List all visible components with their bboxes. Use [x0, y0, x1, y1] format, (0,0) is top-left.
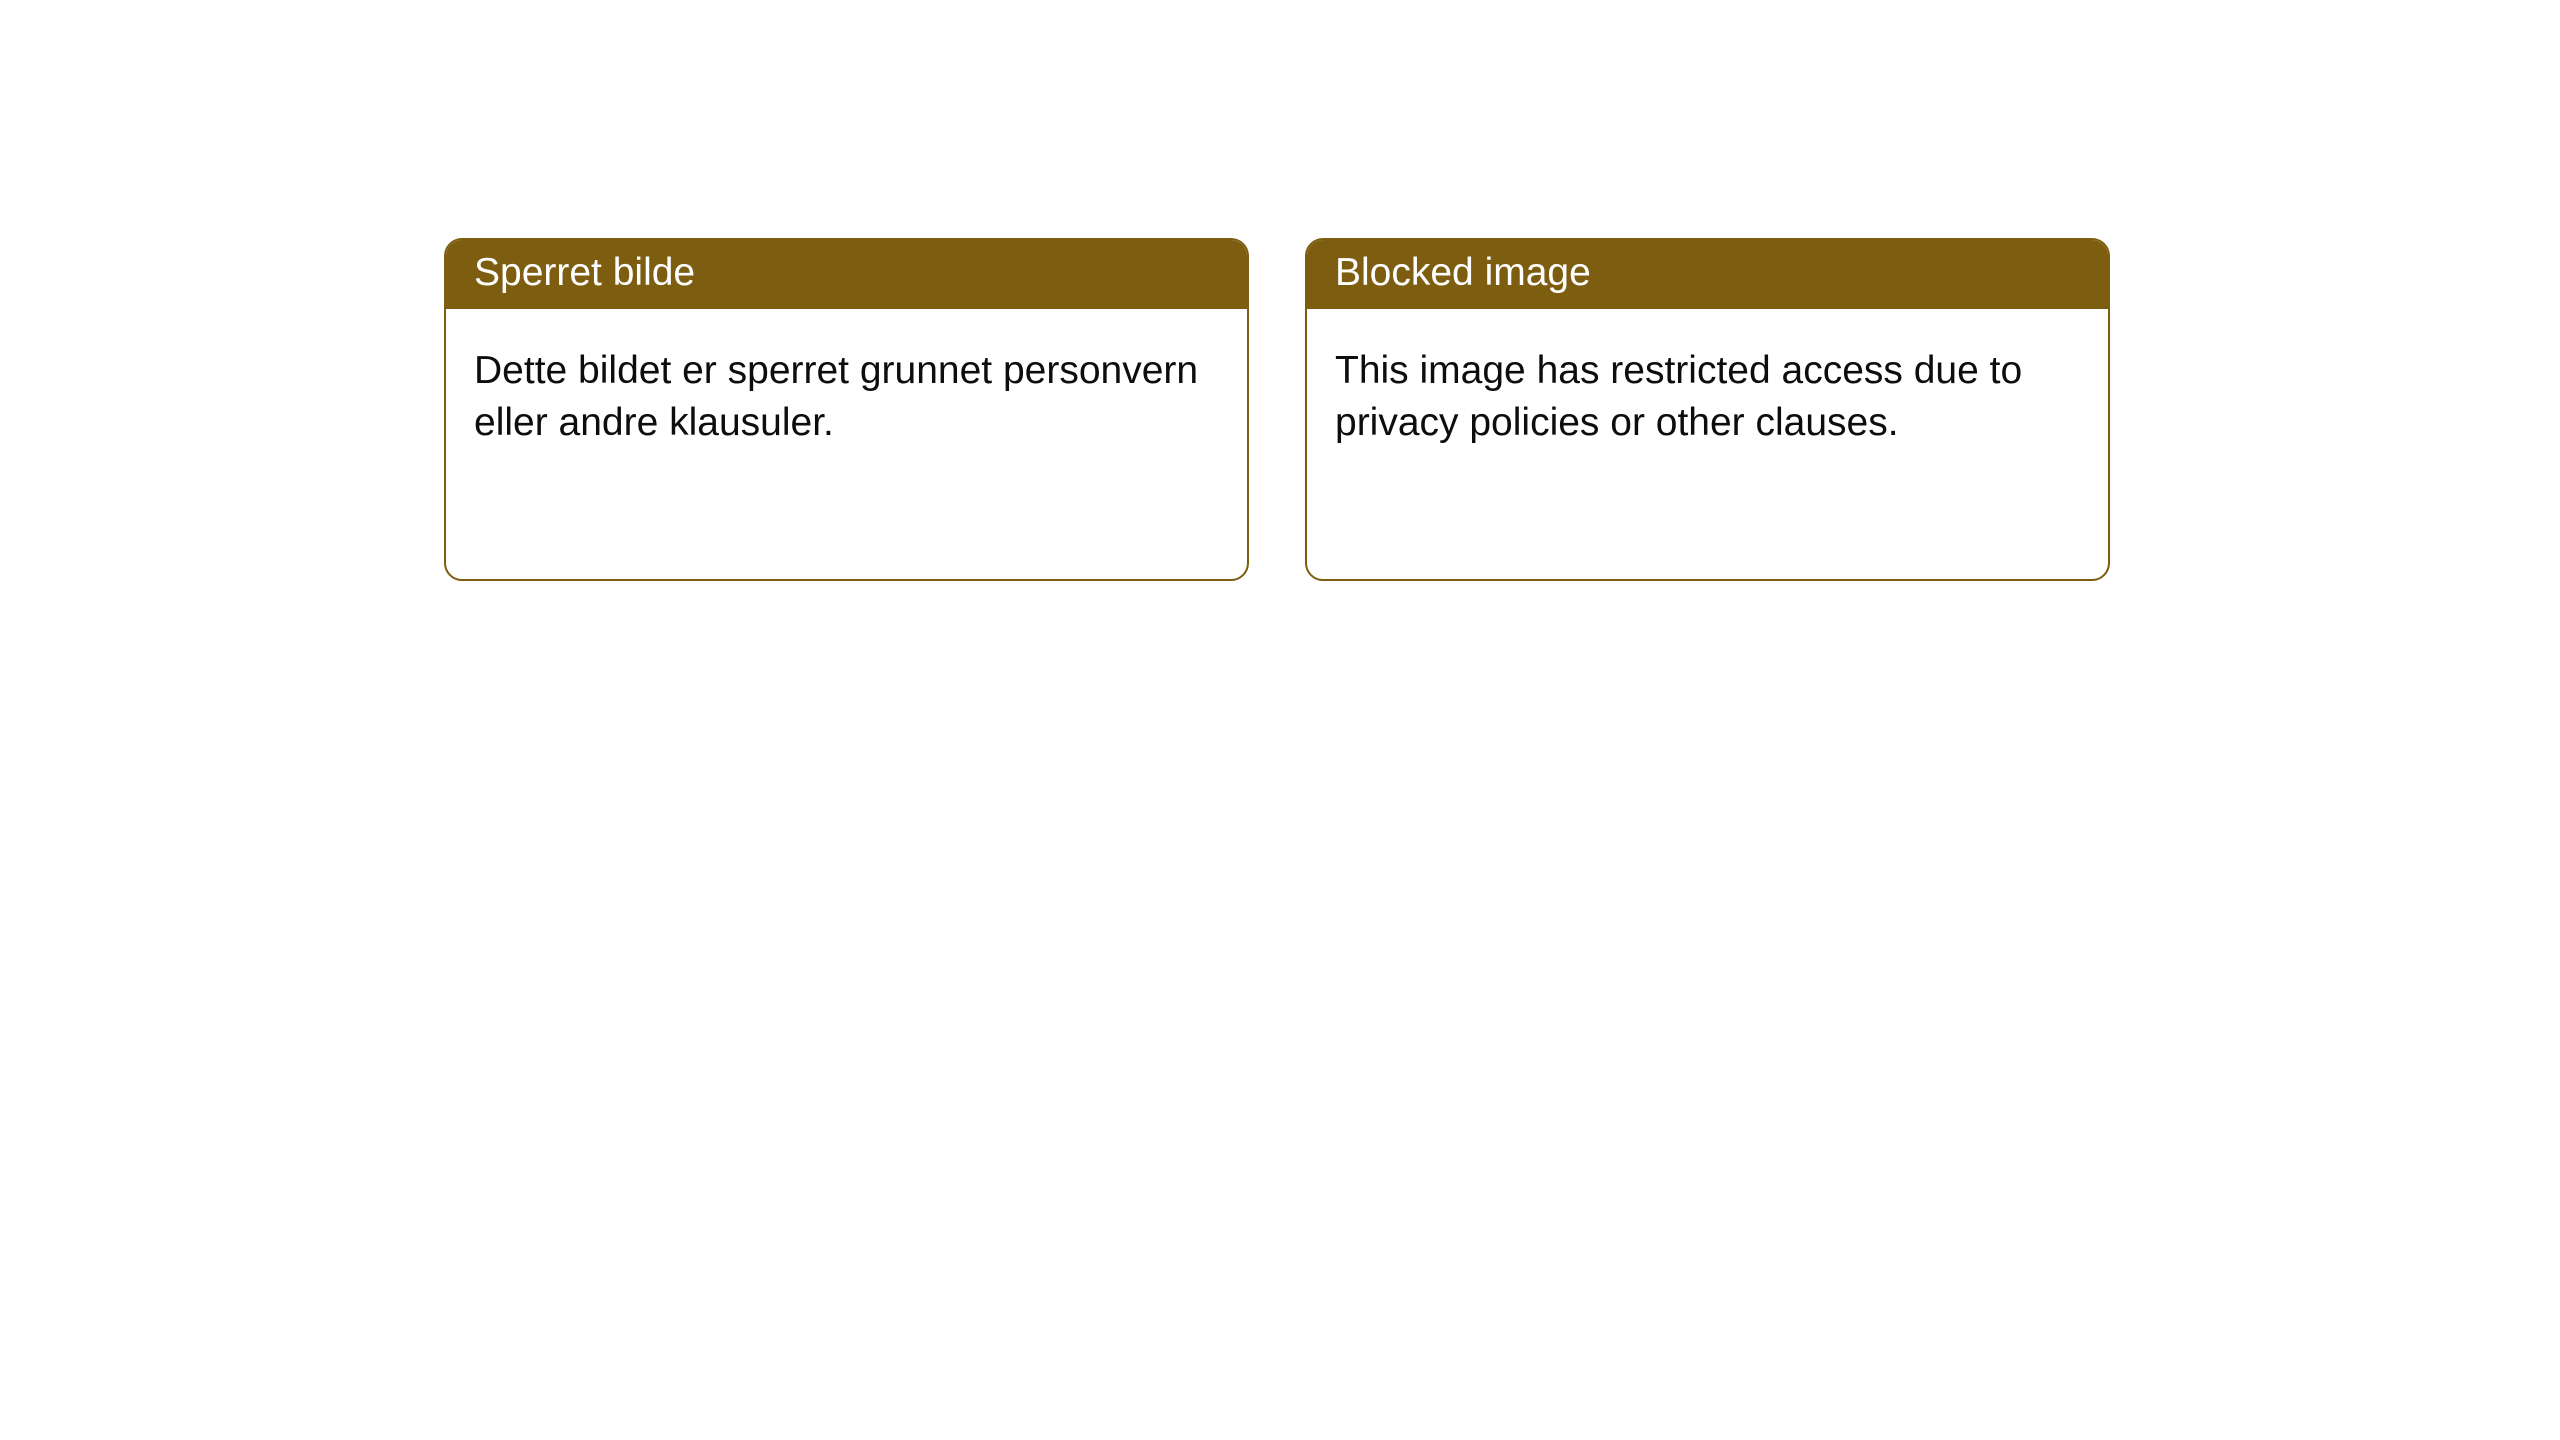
card-body-text: Dette bildet er sperret grunnet personve… — [474, 345, 1219, 450]
card-body-text: This image has restricted access due to … — [1335, 345, 2080, 450]
notice-card-container: Sperret bilde Dette bildet er sperret gr… — [0, 0, 2560, 581]
card-header: Sperret bilde — [446, 240, 1247, 309]
card-body: This image has restricted access due to … — [1307, 309, 2108, 579]
notice-card-english: Blocked image This image has restricted … — [1305, 238, 2110, 581]
card-header-text: Blocked image — [1335, 251, 1591, 294]
card-header-text: Sperret bilde — [474, 251, 695, 294]
card-header: Blocked image — [1307, 240, 2108, 309]
notice-card-norwegian: Sperret bilde Dette bildet er sperret gr… — [444, 238, 1249, 581]
card-body: Dette bildet er sperret grunnet personve… — [446, 309, 1247, 579]
